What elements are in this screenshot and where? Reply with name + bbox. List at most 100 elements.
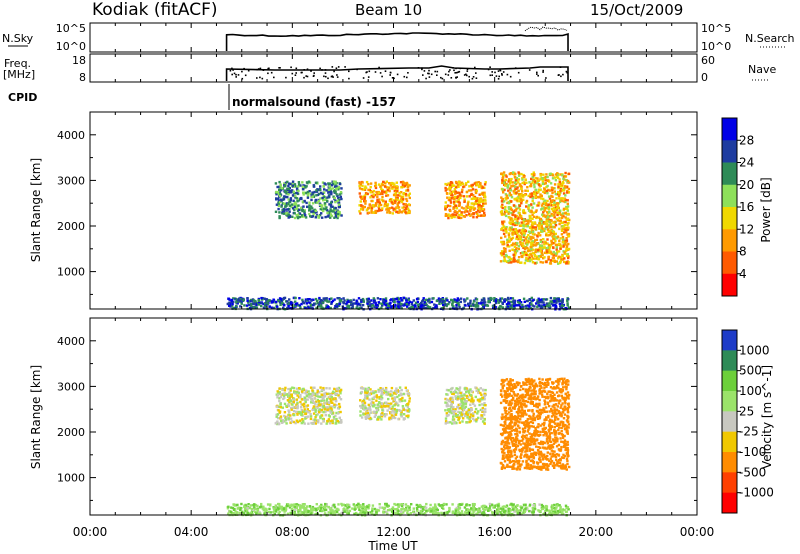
heatmap-cell <box>537 216 541 219</box>
heatmap-cell <box>365 297 369 301</box>
heatmap-cell <box>526 225 529 228</box>
heatmap-cell <box>332 195 335 198</box>
heatmap-cell <box>514 172 517 176</box>
heatmap-cell <box>511 505 515 509</box>
nave-dot <box>336 76 339 78</box>
heatmap-cell <box>309 512 313 515</box>
heatmap-cell <box>277 512 280 515</box>
heatmap-cell <box>385 388 388 391</box>
heatmap-cell <box>548 215 551 218</box>
heatmap-cell <box>431 511 435 514</box>
heatmap-cell <box>288 394 291 398</box>
heatmap-cell <box>232 297 235 300</box>
heatmap-cell <box>543 177 546 181</box>
heatmap-cell <box>284 181 288 184</box>
heatmap-cell <box>480 205 483 208</box>
heatmap-cell <box>358 182 361 185</box>
heatmap-cell <box>434 510 437 513</box>
heatmap-cell <box>366 388 370 391</box>
heatmap-cell <box>464 183 468 186</box>
heatmap-cell <box>506 243 509 247</box>
heatmap-cell <box>331 509 334 512</box>
heatmap-cell <box>522 239 526 242</box>
heatmap-cell <box>556 204 560 207</box>
heatmap-cell <box>312 298 315 301</box>
heatmap-cell <box>532 171 535 174</box>
heatmap-cell <box>313 303 316 306</box>
heatmap-cell <box>338 213 342 216</box>
heatmap-cell <box>362 387 365 390</box>
heatmap-cell <box>284 508 288 511</box>
heatmap-cell <box>533 192 537 196</box>
heatmap-cell <box>360 406 363 409</box>
heatmap-cell <box>544 221 547 224</box>
heatmap-cell <box>434 506 437 509</box>
heatmap-cell <box>543 222 546 225</box>
heatmap-cell <box>337 215 340 218</box>
heatmap-cell <box>512 242 515 245</box>
heatmap-cell <box>551 510 555 513</box>
heatmap-cell <box>329 201 333 204</box>
heatmap-cell <box>553 213 556 216</box>
heatmap-cell <box>556 207 559 210</box>
heatmap-cell <box>543 303 546 307</box>
heatmap-cell <box>567 187 571 191</box>
heatmap-cell <box>314 400 318 403</box>
heatmap-cell <box>299 393 302 397</box>
nave-dot <box>422 74 424 76</box>
heatmap-cell <box>304 300 307 303</box>
heatmap-cell <box>301 208 304 212</box>
heatmap-cell <box>517 206 520 209</box>
heatmap-cell <box>450 192 454 195</box>
heatmap-cell <box>402 209 405 212</box>
heatmap-cell <box>369 511 372 514</box>
heatmap-cell <box>358 512 362 516</box>
heatmap-cell <box>509 509 512 512</box>
heatmap-cell <box>335 193 338 196</box>
nave-dot <box>368 70 371 73</box>
heatmap-cell <box>522 181 526 184</box>
heatmap-cell <box>332 390 335 393</box>
range-tick-label: 3000 <box>57 174 85 187</box>
heatmap-cell <box>450 214 453 217</box>
heatmap-cell <box>314 201 318 204</box>
heatmap-cell <box>308 204 311 207</box>
heatmap-cell <box>381 408 384 412</box>
heatmap-cell <box>245 304 249 307</box>
heatmap-cell <box>405 197 408 201</box>
nave-dot <box>356 68 358 71</box>
heatmap-cell <box>524 178 527 181</box>
heatmap-cell <box>529 183 533 186</box>
heatmap-cell <box>438 504 441 507</box>
heatmap-cell <box>395 210 398 214</box>
heatmap-cell <box>393 183 396 186</box>
heatmap-cell <box>372 297 375 300</box>
heatmap-cell <box>303 511 306 514</box>
heatmap-cell <box>552 256 555 260</box>
heatmap-cell <box>559 245 563 248</box>
nave-dot <box>447 74 450 76</box>
heatmap-cell <box>562 238 565 241</box>
heatmap-cell <box>365 180 369 184</box>
heatmap-cell <box>527 240 530 243</box>
heatmap-cell <box>451 511 455 514</box>
heatmap-cell <box>275 405 279 408</box>
heatmap-cell <box>278 391 281 394</box>
heatmap-cell <box>375 396 379 399</box>
heatmap-cell <box>542 238 545 241</box>
nave-dot <box>321 69 323 71</box>
heatmap-cell <box>434 508 437 512</box>
heatmap-cell <box>520 506 523 510</box>
heatmap-cell <box>243 304 246 307</box>
heatmap-cell <box>351 306 355 310</box>
heatmap-cell <box>553 506 556 510</box>
heatmap-cell <box>553 297 556 300</box>
heatmap-cell <box>472 502 475 506</box>
heatmap-cell <box>259 302 263 305</box>
heatmap-cell <box>302 188 305 191</box>
heatmap-cell <box>313 406 316 410</box>
heatmap-cell <box>320 414 324 417</box>
heatmap-cell <box>403 303 407 307</box>
heatmap-cell <box>281 186 284 190</box>
